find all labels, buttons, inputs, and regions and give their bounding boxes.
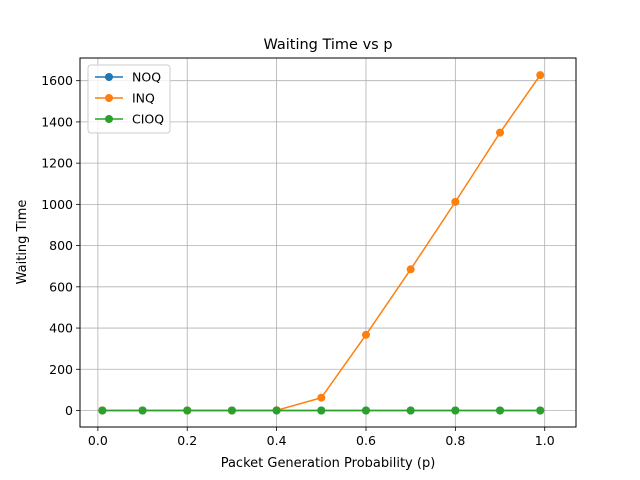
x-tick-label: 0.8 <box>445 433 465 448</box>
data-point-cioq <box>317 406 326 415</box>
legend: NOQ INQ CIOQ <box>87 64 171 134</box>
legend-label-cioq: CIOQ <box>132 112 164 127</box>
plot-series <box>98 71 545 415</box>
axis-ticks: 0.0 0.2 0.4 0.6 0.8 1.0 0 200 400 600 800 1000 1200 1… <box>41 73 555 448</box>
data-point-cioq <box>138 406 147 415</box>
legend-label-noq: NOQ <box>132 70 161 85</box>
chart-title: Waiting Time vs p <box>263 37 392 53</box>
x-tick-label: 0.2 <box>177 433 197 448</box>
data-point-inq <box>361 330 370 339</box>
data-point-cioq <box>98 406 107 415</box>
y-tick-label: 400 <box>49 321 73 336</box>
legend-marker-cioq <box>105 115 113 123</box>
data-point-inq <box>451 197 460 206</box>
x-tick-label: 0.0 <box>88 433 108 448</box>
x-axis-label: Packet Generation Probability (p) <box>221 456 436 471</box>
data-point-cioq <box>536 406 545 415</box>
y-tick-label: 200 <box>49 362 73 377</box>
x-tick-label: 0.4 <box>267 433 287 448</box>
legend-marker-inq <box>105 94 113 102</box>
data-point-inq <box>317 393 326 402</box>
data-point-inq <box>496 128 505 137</box>
legend-entries: NOQ INQ CIOQ <box>95 70 164 127</box>
x-tick-label: 0.6 <box>356 433 376 448</box>
data-point-cioq <box>272 406 281 415</box>
series-cioq <box>98 406 545 415</box>
data-point-cioq <box>183 406 192 415</box>
y-axis-label: Waiting Time <box>15 200 30 285</box>
grid-lines <box>80 58 576 427</box>
data-point-inq <box>406 265 415 274</box>
data-point-cioq <box>451 406 460 415</box>
y-tick-label: 800 <box>49 238 73 253</box>
y-tick-label: 600 <box>49 279 73 294</box>
legend-marker-noq <box>105 73 113 81</box>
y-tick-label: 1200 <box>41 156 73 171</box>
legend-label-inq: INQ <box>132 91 155 106</box>
y-tick-label: 1000 <box>41 197 73 212</box>
x-tick-label: 1.0 <box>535 433 555 448</box>
axes-frame <box>79 57 577 428</box>
y-tick-label: 0 <box>65 403 73 418</box>
y-tick-label: 1400 <box>41 114 73 129</box>
data-point-inq <box>536 71 545 80</box>
data-point-cioq <box>496 406 505 415</box>
y-tick-label: 1600 <box>41 73 73 88</box>
data-point-cioq <box>361 406 370 415</box>
data-point-cioq <box>227 406 236 415</box>
data-point-cioq <box>406 406 415 415</box>
